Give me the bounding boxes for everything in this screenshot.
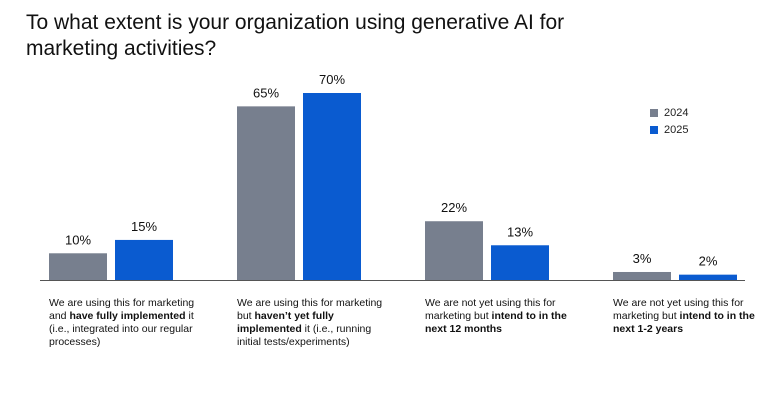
category-label-1: We are using this for marketing and have… <box>49 297 209 349</box>
category-label-2-part-3: it (i.e., running initial tests/experime… <box>237 323 372 348</box>
legend-label-2025: 2025 <box>664 123 689 136</box>
legend-item-2024: 2024 <box>650 104 688 121</box>
data-label-2025-cat4: 2% <box>699 254 718 269</box>
data-label-2024-cat4: 3% <box>633 251 652 266</box>
data-label-2024-cat3: 22% <box>441 200 467 215</box>
bar-2025-cat1 <box>115 239 173 280</box>
category-label-2: We are using this for marketing but have… <box>237 297 397 349</box>
legend-item-2025: 2025 <box>650 121 688 138</box>
bar-2024-cat3 <box>425 221 483 280</box>
data-label-2025-cat3: 13% <box>507 224 533 239</box>
category-label-2-part-2: haven’t yet fully implemented <box>237 310 334 335</box>
category-label-1-part-1: We are using this for marketing and <box>49 297 195 322</box>
bar-2024-cat2 <box>237 106 295 280</box>
bar-2025-cat2 <box>303 93 361 280</box>
category-label-1-part-3: it (i.e., integrated into our regular pr… <box>49 310 194 348</box>
category-label-4-part-1: We are not yet using this for marketing … <box>613 297 744 322</box>
category-label-3: We are not yet using this for marketing … <box>425 297 585 336</box>
bar-2025-cat3 <box>491 245 549 280</box>
data-label-2025-cat2: 70% <box>319 72 345 87</box>
legend-label-2024: 2024 <box>664 106 689 119</box>
bar-2024-cat1 <box>49 253 107 280</box>
legend-swatch-2024 <box>650 108 658 117</box>
legend-swatch-2025 <box>650 125 658 134</box>
category-label-1-part-2: have fully implemented <box>69 310 186 322</box>
chart-title: To what extent is your organization usin… <box>26 11 565 60</box>
legend: 2024 2025 <box>650 104 688 138</box>
data-label-2024-cat1: 10% <box>65 232 91 247</box>
category-label-4: We are not yet using this for marketing … <box>613 297 768 336</box>
data-label-2024-cat2: 65% <box>253 85 279 100</box>
data-label-2025-cat1: 15% <box>131 219 157 234</box>
category-label-3-part-1: We are not yet using this for marketing … <box>425 297 556 322</box>
category-label-3-part-2: intend to in the next 12 months <box>425 310 567 335</box>
bar-2024-cat4 <box>613 271 671 280</box>
category-label-4-part-2: intend to in the next 1-2 years <box>613 310 755 335</box>
bar-2025-cat4 <box>679 274 737 280</box>
category-label-2-part-1: We are using this for marketing but <box>237 297 383 322</box>
